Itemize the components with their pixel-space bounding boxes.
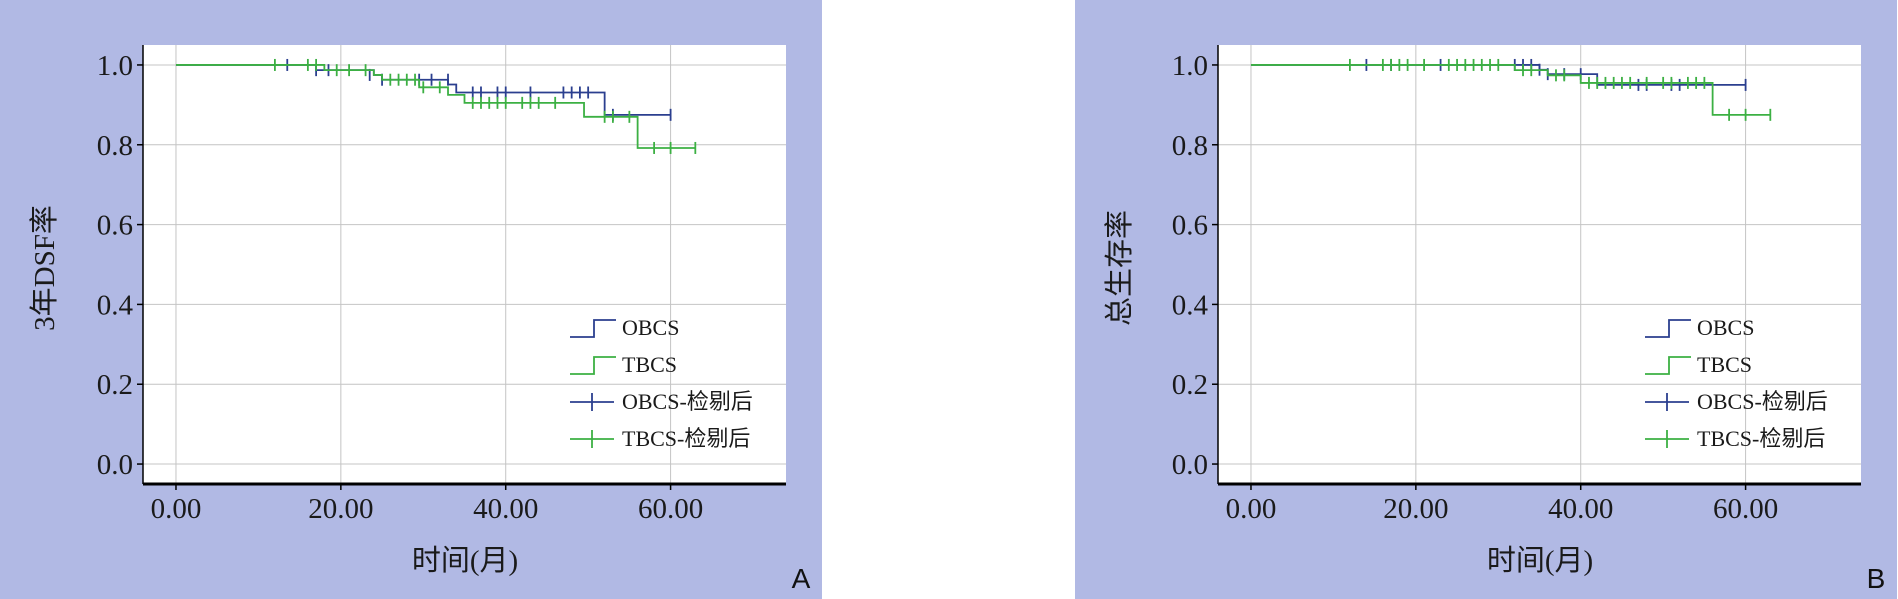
y-tick-label: 0.4 [97,289,134,321]
plot-area [1218,45,1861,484]
y-tick-label: 0.6 [1172,210,1208,242]
x-tick-label: 0.00 [1226,493,1277,525]
plot-area [143,45,786,484]
y-tick-label: 0.6 [97,210,133,242]
panel-b: 0.0 0.2 0.4 0.6 0.8 1.0 0.00 20.00 40.00 60.00 时间(… [1075,0,1897,599]
x-axis-title: 时间(月) [412,544,518,577]
y-tick-label: 0.2 [1172,369,1208,401]
x-tick-label: 20.00 [308,493,373,525]
x-tick-label: 40.00 [1548,493,1613,525]
panel-letter: A [792,563,811,594]
x-tick-label: 0.00 [151,493,202,525]
y-tick-label: 0.8 [97,130,133,162]
legend-label: OBCS-检剔后 [622,389,753,414]
x-tick-label: 20.00 [1383,493,1448,525]
legend-swatch-step [570,356,616,375]
y-tick-label: 0.0 [1172,449,1208,481]
y-tick-label: 0.4 [1172,289,1209,321]
legend-label: TBCS-检剔后 [1697,426,1825,451]
chart-b-svg: 0.0 0.2 0.4 0.6 0.8 1.0 0.00 20.00 40.00 60.00 时间(… [1103,45,1886,594]
y-axis-title: 总生存率 [1103,210,1136,326]
legend-label: TBCS [1697,352,1752,377]
legend-label: TBCS [622,352,677,377]
x-tick-label: 60.00 [1713,493,1778,525]
legend-label: OBCS-检剔后 [1697,389,1828,414]
x-tick-label: 60.00 [638,493,703,525]
y-tick-label: 0.0 [97,449,133,481]
panel-a: 0.0 0.2 0.4 0.6 0.8 1.0 0.00 20.00 40.00 60.00 时间(… [0,0,822,599]
x-axis-title: 时间(月) [1487,544,1593,577]
y-tick-label: 0.8 [1172,130,1208,162]
legend-label: TBCS-检剔后 [622,426,750,451]
x-tick-label: 40.00 [473,493,538,525]
y-tick-label: 0.2 [97,369,133,401]
y-axis-title: 3年DSF率 [28,205,61,331]
panel-letter: B [1867,563,1886,594]
legend-label: OBCS [1697,315,1754,340]
legend-swatch-step [570,319,616,338]
legend-label: OBCS [622,315,679,340]
y-tick-label: 1.0 [1172,50,1208,82]
legend-swatch-step [1645,356,1691,375]
legend-swatch-step [1645,319,1691,338]
y-tick-label: 1.0 [97,50,133,82]
chart-a-svg: 0.0 0.2 0.4 0.6 0.8 1.0 0.00 20.00 40.00 60.00 时间(… [28,45,811,594]
